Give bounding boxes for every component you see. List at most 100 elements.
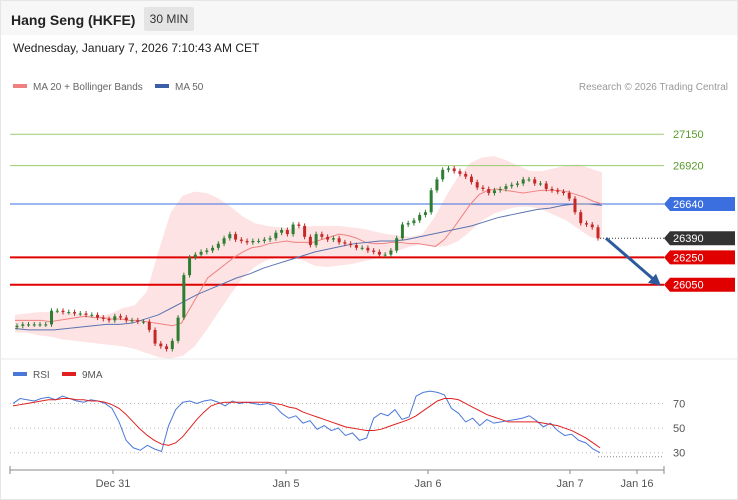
candle-body [423,212,427,215]
rsi-series-9ma [12,398,601,449]
candle-body [291,224,295,235]
legend-label-ma50: MA 50 [175,82,204,93]
candle-body [142,321,146,323]
candle-body [182,275,186,318]
candle-body [343,242,347,244]
candle-body [331,238,335,240]
x-tick-label-2: Jan 6 [415,478,442,490]
legend-swatch-ma50 [155,84,169,88]
candle-body [556,190,560,192]
candle-body [176,317,180,341]
x-tick-label-0: Dec 31 [96,478,131,490]
level-label-27150: 27150 [673,129,704,141]
candle-body [320,234,324,237]
candle-body [579,212,583,224]
timeframe-badge[interactable]: 30 MIN [144,7,194,31]
candle-body [596,227,600,239]
legend-label-9ma: 9MA [82,370,103,381]
candle-body [90,314,94,316]
candle-body [67,312,71,314]
level-label-26920: 26920 [673,161,704,173]
candle-body [55,310,59,312]
candle-body [561,191,565,194]
candle-body [153,329,157,344]
candle-body [360,247,364,249]
candle-body [211,247,215,251]
forecast-arrow-head [648,273,661,286]
candle-body [245,240,249,243]
candle-body [130,320,134,322]
candle-body [510,184,514,187]
legend-label-rsi: RSI [33,370,50,381]
candle-body [170,340,174,350]
candle-body [441,169,445,180]
candle-body [383,254,387,256]
candle-body [84,313,88,315]
candle-body [492,190,496,194]
candle-body [515,183,519,185]
ma50-line [14,203,603,331]
candle-body [113,316,117,321]
candle-body [303,225,307,237]
candle-body [107,318,111,321]
candle-body [119,316,123,318]
legend-label-ma20: MA 20 + Bollinger Bands [33,82,143,93]
candle-body [222,238,226,244]
candle-body [216,243,220,248]
candle-body [389,250,393,255]
level-tag-26640 [664,197,735,211]
candle-body [50,310,54,325]
candle-body [349,243,353,246]
legend-swatch-9ma [62,372,76,376]
candle-body [165,346,169,350]
level-tag-26050 [664,277,735,292]
candle-body [469,176,473,183]
legend-swatch-ma20 [13,84,27,88]
ma20-line [15,188,603,327]
candle-body [262,239,266,241]
candle-body [308,236,312,246]
candle-body [15,325,19,328]
candle-body [251,240,255,243]
candle-body [544,183,548,189]
candle-body [400,224,404,239]
candle-body [354,245,358,248]
rsi-tick-70: 70 [673,398,685,410]
candle-body [257,240,261,242]
candle-body [61,310,65,313]
candle-body [101,317,105,319]
forecast-arrow-line [605,237,655,281]
candle-body [567,193,571,199]
candle-body [78,313,82,315]
candle-body [533,179,537,184]
candle-body [159,343,163,347]
candle-body [297,224,301,226]
candle-body [96,314,100,318]
x-tick-label-1: Jan 5 [273,478,300,490]
candle-body [452,168,456,172]
candle-body [475,182,479,188]
candle-body [124,317,128,321]
candle-body [21,324,25,326]
rsi-tick-50: 50 [673,423,685,435]
candle-body [498,188,502,191]
candle-body [32,324,36,326]
candle-body [228,234,232,239]
candle-body [274,232,278,239]
candle-body [429,190,433,213]
candle-body [527,179,531,181]
candle-body [504,186,508,189]
candle-body [38,324,42,326]
candle-body [280,230,284,233]
level-tag-26250 [664,250,735,265]
candle-body [268,238,272,240]
candle-body [481,187,485,189]
level-label-26640: 26640 [673,199,704,211]
candle-body [458,171,462,174]
candle-body [372,250,376,252]
chart-title: Hang Seng (HKFE) [11,12,136,28]
candle-body [27,324,31,326]
candle-body [285,230,289,235]
candle-body [446,168,450,170]
